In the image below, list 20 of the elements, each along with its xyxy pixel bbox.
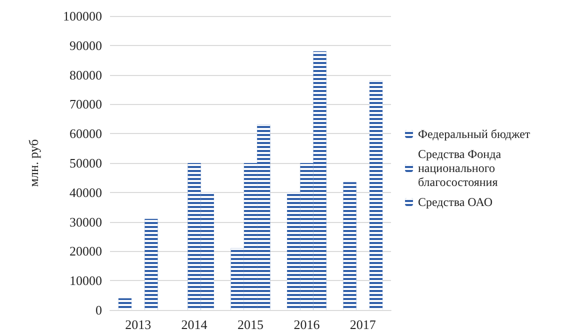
y-tick-label: 70000 <box>70 96 102 112</box>
x-tick-label: 2013 <box>125 317 152 332</box>
y-tick-label: 100000 <box>63 8 102 24</box>
y-axis-title: млн. руб <box>26 138 41 187</box>
y-tick-label: 20000 <box>70 244 102 259</box>
x-tick-label: 2016 <box>294 317 320 332</box>
legend-label: Средства ОАО <box>418 195 493 209</box>
x-tick-label: 2015 <box>238 317 264 332</box>
y-tick-label: 80000 <box>70 67 102 82</box>
y-tick-label: 40000 <box>70 184 102 200</box>
y-tick-label: 60000 <box>70 126 102 142</box>
x-tick-label: 2017 <box>350 317 376 332</box>
y-tick-label: 10000 <box>70 273 102 288</box>
legend-label: Федеральный бюджет <box>418 127 531 141</box>
y-tick-label: 90000 <box>70 38 102 53</box>
legend-label: Средства Фонда национального благосостояния <box>418 147 502 189</box>
y-tick-label: 0 <box>96 302 102 318</box>
y-tick-label: 50000 <box>70 156 102 170</box>
y-tick-label: 30000 <box>70 214 102 230</box>
x-tick-label: 2014 <box>181 317 208 332</box>
